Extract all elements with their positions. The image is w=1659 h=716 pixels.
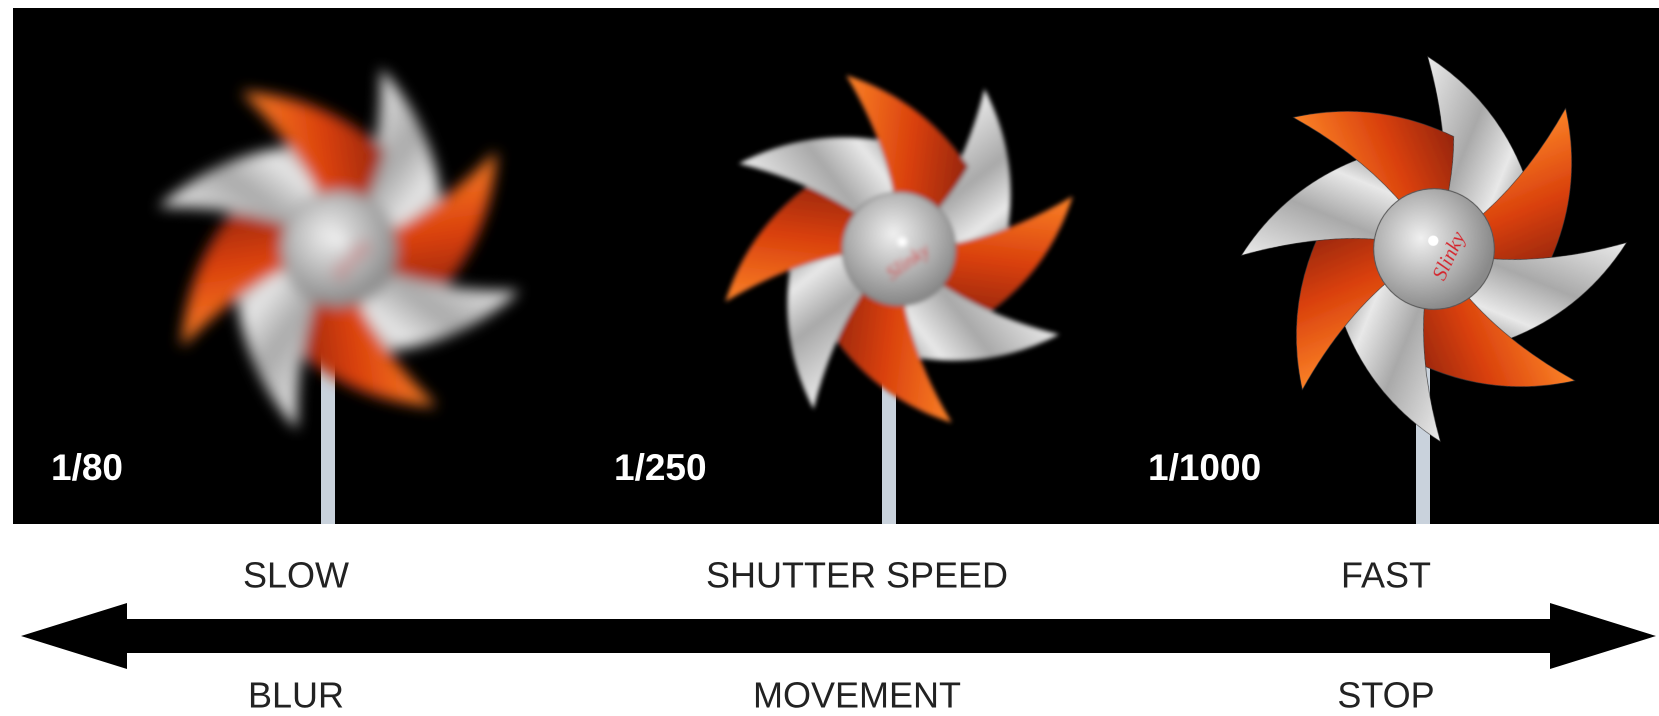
bottom-label: BLUR: [248, 675, 344, 716]
top-label: SHUTTER SPEED: [706, 555, 1008, 596]
speed-label: 1/80: [51, 447, 123, 488]
bottom-label: STOP: [1337, 675, 1434, 716]
speed-label: 1/1000: [1148, 447, 1261, 488]
top-label: FAST: [1341, 555, 1431, 596]
speed-label: 1/250: [614, 447, 707, 488]
bottom-label: MOVEMENT: [753, 675, 961, 716]
infographic: SlinkySlinkySlinky 1/80 1/250 1/1000 SLO…: [0, 0, 1659, 716]
double-arrow: [21, 603, 1656, 669]
top-label: SLOW: [243, 555, 349, 596]
